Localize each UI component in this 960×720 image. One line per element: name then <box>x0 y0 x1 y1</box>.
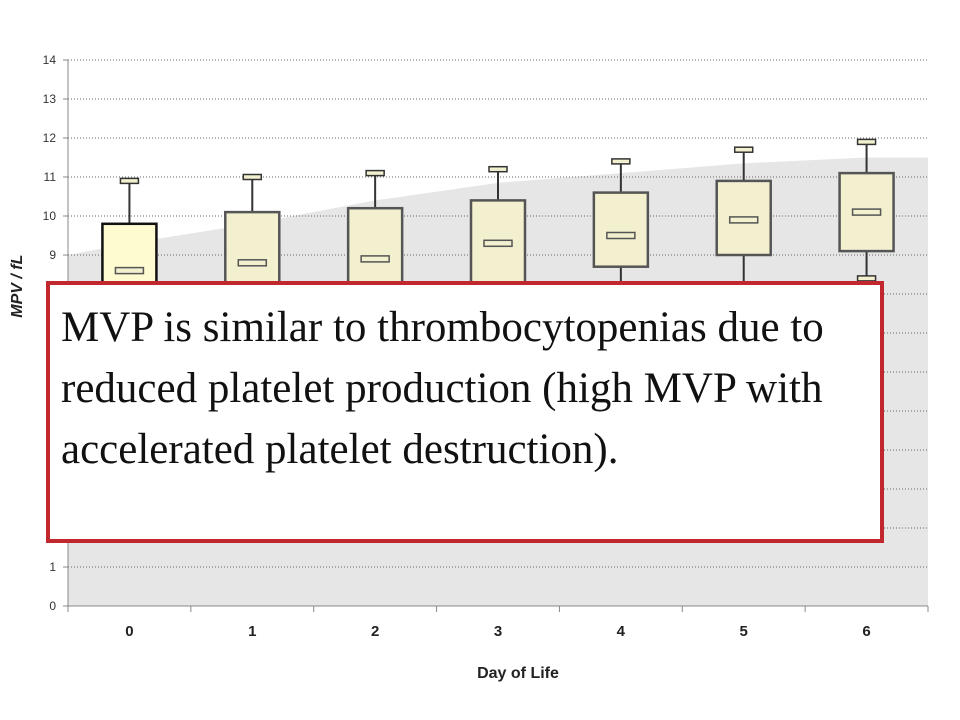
x-tick-label: 1 <box>248 623 256 640</box>
median-marker <box>237 259 268 267</box>
whisker-cap <box>242 173 263 181</box>
y-tick-label: 10 <box>43 209 57 223</box>
median-marker <box>483 239 513 248</box>
box-day-6 <box>838 138 895 282</box>
x-tick-label: 3 <box>494 623 502 640</box>
whisker-cap-lower <box>856 275 877 282</box>
whisker-cap <box>488 165 508 173</box>
x-tick-label: 2 <box>371 623 379 640</box>
callout-text: MVP is similar to thrombocytopenias due … <box>61 304 824 473</box>
y-tick-label: 1 <box>49 560 56 574</box>
whisker-cap <box>365 169 385 177</box>
box <box>592 191 650 268</box>
median-marker <box>728 216 759 224</box>
y-axis-title: MPV / fL <box>9 255 26 318</box>
y-tick-label: 12 <box>43 131 57 145</box>
whisker-cap <box>611 158 631 165</box>
y-tick-label: 9 <box>49 248 56 262</box>
median-marker <box>360 255 390 263</box>
box-day-5 <box>715 146 772 314</box>
whisker-cap <box>856 138 877 146</box>
x-tick-label: 4 <box>617 623 626 640</box>
y-tick-label: 11 <box>44 170 57 184</box>
median-marker <box>851 208 882 216</box>
x-tick-label: 0 <box>125 623 133 640</box>
median-marker <box>114 266 145 275</box>
median-marker <box>606 231 636 240</box>
y-tick-label: 0 <box>49 599 56 613</box>
x-tick-label: 6 <box>862 623 870 640</box>
y-tick-label: 13 <box>43 92 57 106</box>
whisker-cap <box>733 146 754 153</box>
x-tick-label: 5 <box>740 623 748 640</box>
callout-box: MVP is similar to thrombocytopenias due … <box>46 281 884 543</box>
whisker-cap <box>119 177 140 185</box>
x-axis-title: Day of Life <box>477 665 559 682</box>
box-day-4 <box>592 158 650 314</box>
y-tick-label: 14 <box>43 53 57 67</box>
